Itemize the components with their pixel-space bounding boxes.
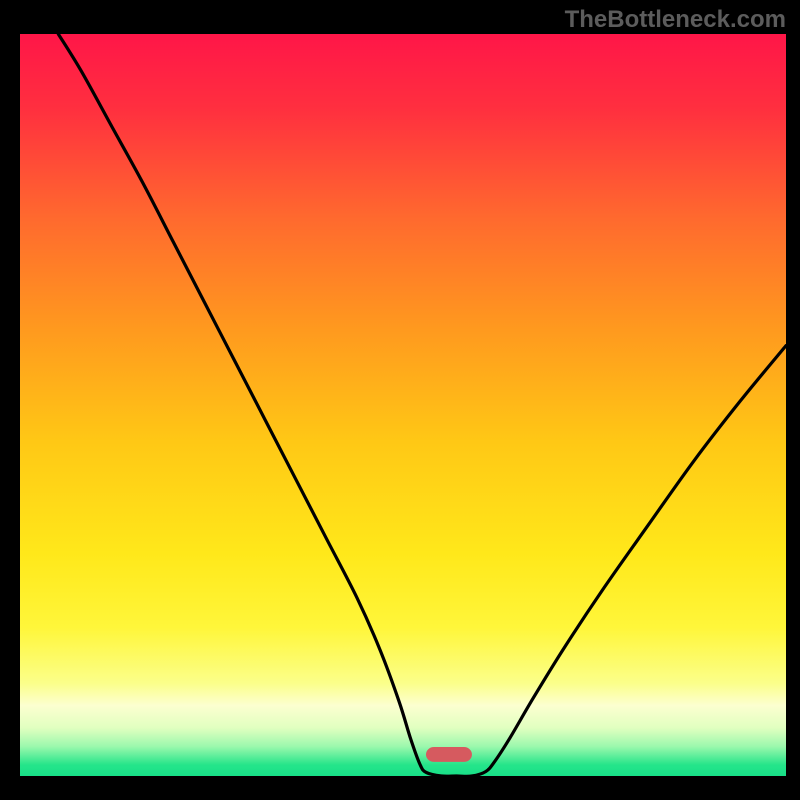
frame-bottom — [0, 776, 800, 800]
bottleneck-chart — [20, 34, 786, 776]
optimal-marker — [426, 747, 472, 762]
frame-left — [0, 0, 20, 800]
watermark-text: TheBottleneck.com — [565, 6, 786, 34]
chart-svg — [20, 34, 786, 776]
frame-right — [786, 0, 800, 800]
chart-background — [20, 34, 786, 776]
